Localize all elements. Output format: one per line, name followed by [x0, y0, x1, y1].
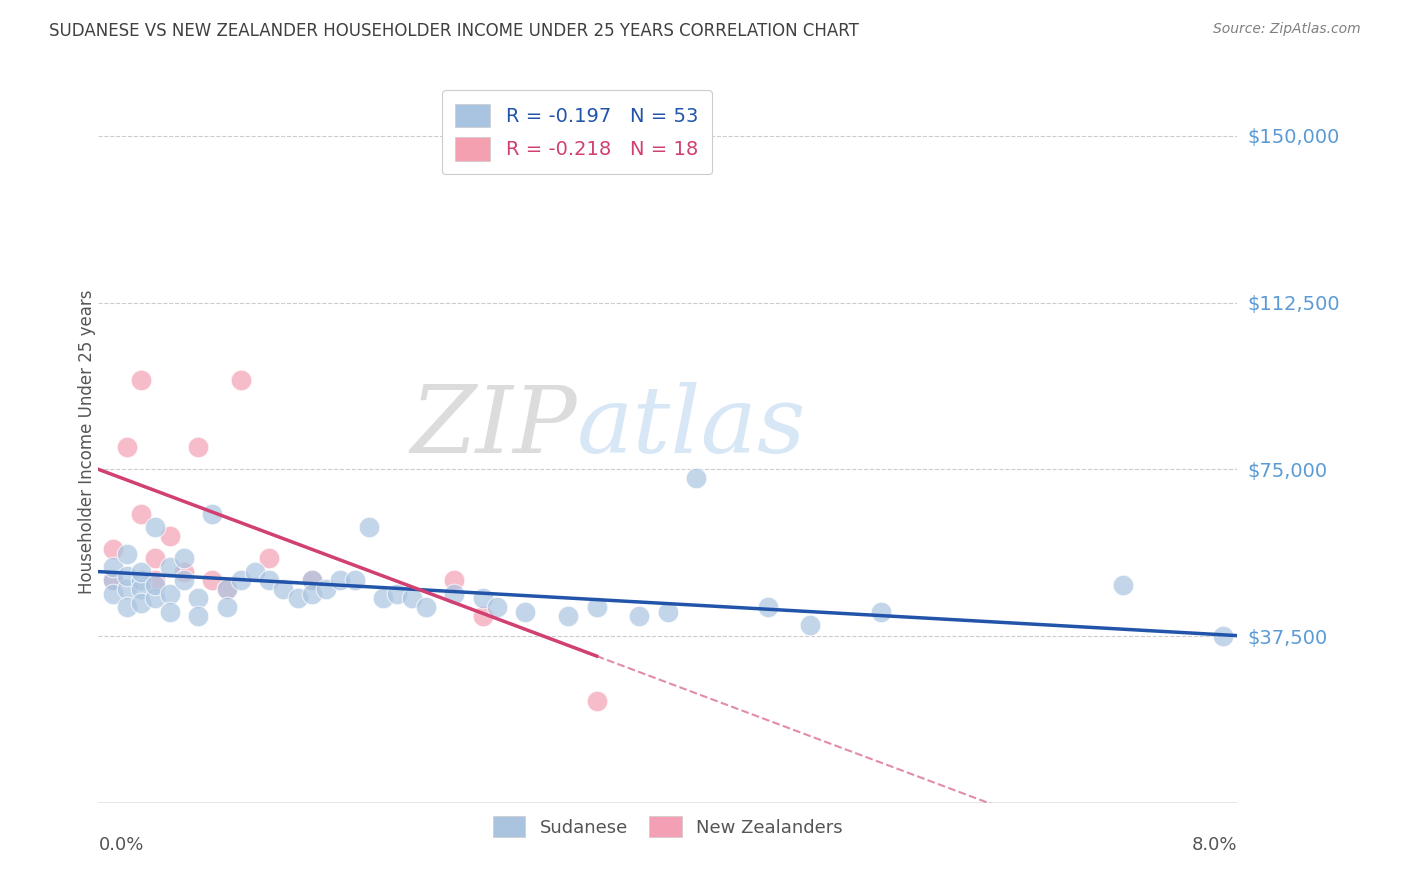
Point: [301, 587, 323, 601]
Point: [187, 609, 209, 624]
Point: [515, 605, 537, 619]
Point: [159, 560, 181, 574]
Point: [1212, 629, 1234, 643]
Point: [129, 582, 152, 597]
Point: [101, 587, 124, 601]
Point: [343, 574, 366, 588]
Point: [628, 609, 651, 624]
Point: [187, 440, 209, 454]
Point: [471, 609, 494, 624]
Point: [471, 591, 494, 606]
Point: [315, 582, 337, 597]
Point: [243, 565, 266, 579]
Point: [443, 574, 465, 588]
Text: SUDANESE VS NEW ZEALANDER HOUSEHOLDER INCOME UNDER 25 YEARS CORRELATION CHART: SUDANESE VS NEW ZEALANDER HOUSEHOLDER IN…: [49, 22, 859, 40]
Point: [115, 569, 138, 583]
Point: [101, 574, 124, 588]
Point: [173, 574, 195, 588]
Point: [129, 596, 152, 610]
Point: [145, 578, 167, 592]
Point: [115, 582, 138, 597]
Point: [401, 591, 423, 606]
Text: 0.0%: 0.0%: [98, 836, 143, 854]
Point: [329, 574, 352, 588]
Y-axis label: Householder Income Under 25 years: Householder Income Under 25 years: [79, 289, 96, 594]
Point: [215, 582, 238, 597]
Text: 8.0%: 8.0%: [1192, 836, 1237, 854]
Point: [145, 591, 167, 606]
Point: [870, 605, 893, 619]
Point: [115, 547, 138, 561]
Point: [415, 600, 437, 615]
Point: [557, 609, 579, 624]
Point: [159, 605, 181, 619]
Point: [1112, 578, 1135, 592]
Point: [129, 507, 152, 521]
Point: [685, 471, 707, 485]
Point: [159, 587, 181, 601]
Point: [101, 560, 124, 574]
Point: [129, 565, 152, 579]
Point: [259, 551, 281, 566]
Point: [159, 529, 181, 543]
Point: [585, 600, 607, 615]
Point: [187, 591, 209, 606]
Point: [229, 574, 252, 588]
Point: [273, 582, 295, 597]
Text: ZIP: ZIP: [411, 382, 576, 472]
Point: [357, 520, 380, 534]
Point: [301, 574, 323, 588]
Point: [371, 591, 394, 606]
Point: [301, 574, 323, 588]
Point: [145, 574, 167, 588]
Point: [287, 591, 309, 606]
Point: [443, 587, 465, 601]
Point: [756, 600, 779, 615]
Point: [657, 605, 679, 619]
Point: [115, 600, 138, 615]
Point: [145, 551, 167, 566]
Point: [215, 600, 238, 615]
Point: [387, 587, 409, 601]
Point: [115, 440, 138, 454]
Point: [201, 574, 224, 588]
Point: [129, 373, 152, 387]
Point: [799, 618, 821, 632]
Point: [173, 565, 195, 579]
Point: [229, 373, 252, 387]
Point: [585, 693, 607, 707]
Text: atlas: atlas: [576, 382, 806, 472]
Point: [259, 574, 281, 588]
Point: [201, 507, 224, 521]
Point: [486, 600, 509, 615]
Point: [101, 574, 124, 588]
Point: [173, 551, 195, 566]
Point: [145, 520, 167, 534]
Point: [101, 542, 124, 557]
Point: [215, 582, 238, 597]
Legend: Sudanese, New Zealanders: Sudanese, New Zealanders: [482, 805, 853, 848]
Text: Source: ZipAtlas.com: Source: ZipAtlas.com: [1213, 22, 1361, 37]
Point: [129, 574, 152, 588]
